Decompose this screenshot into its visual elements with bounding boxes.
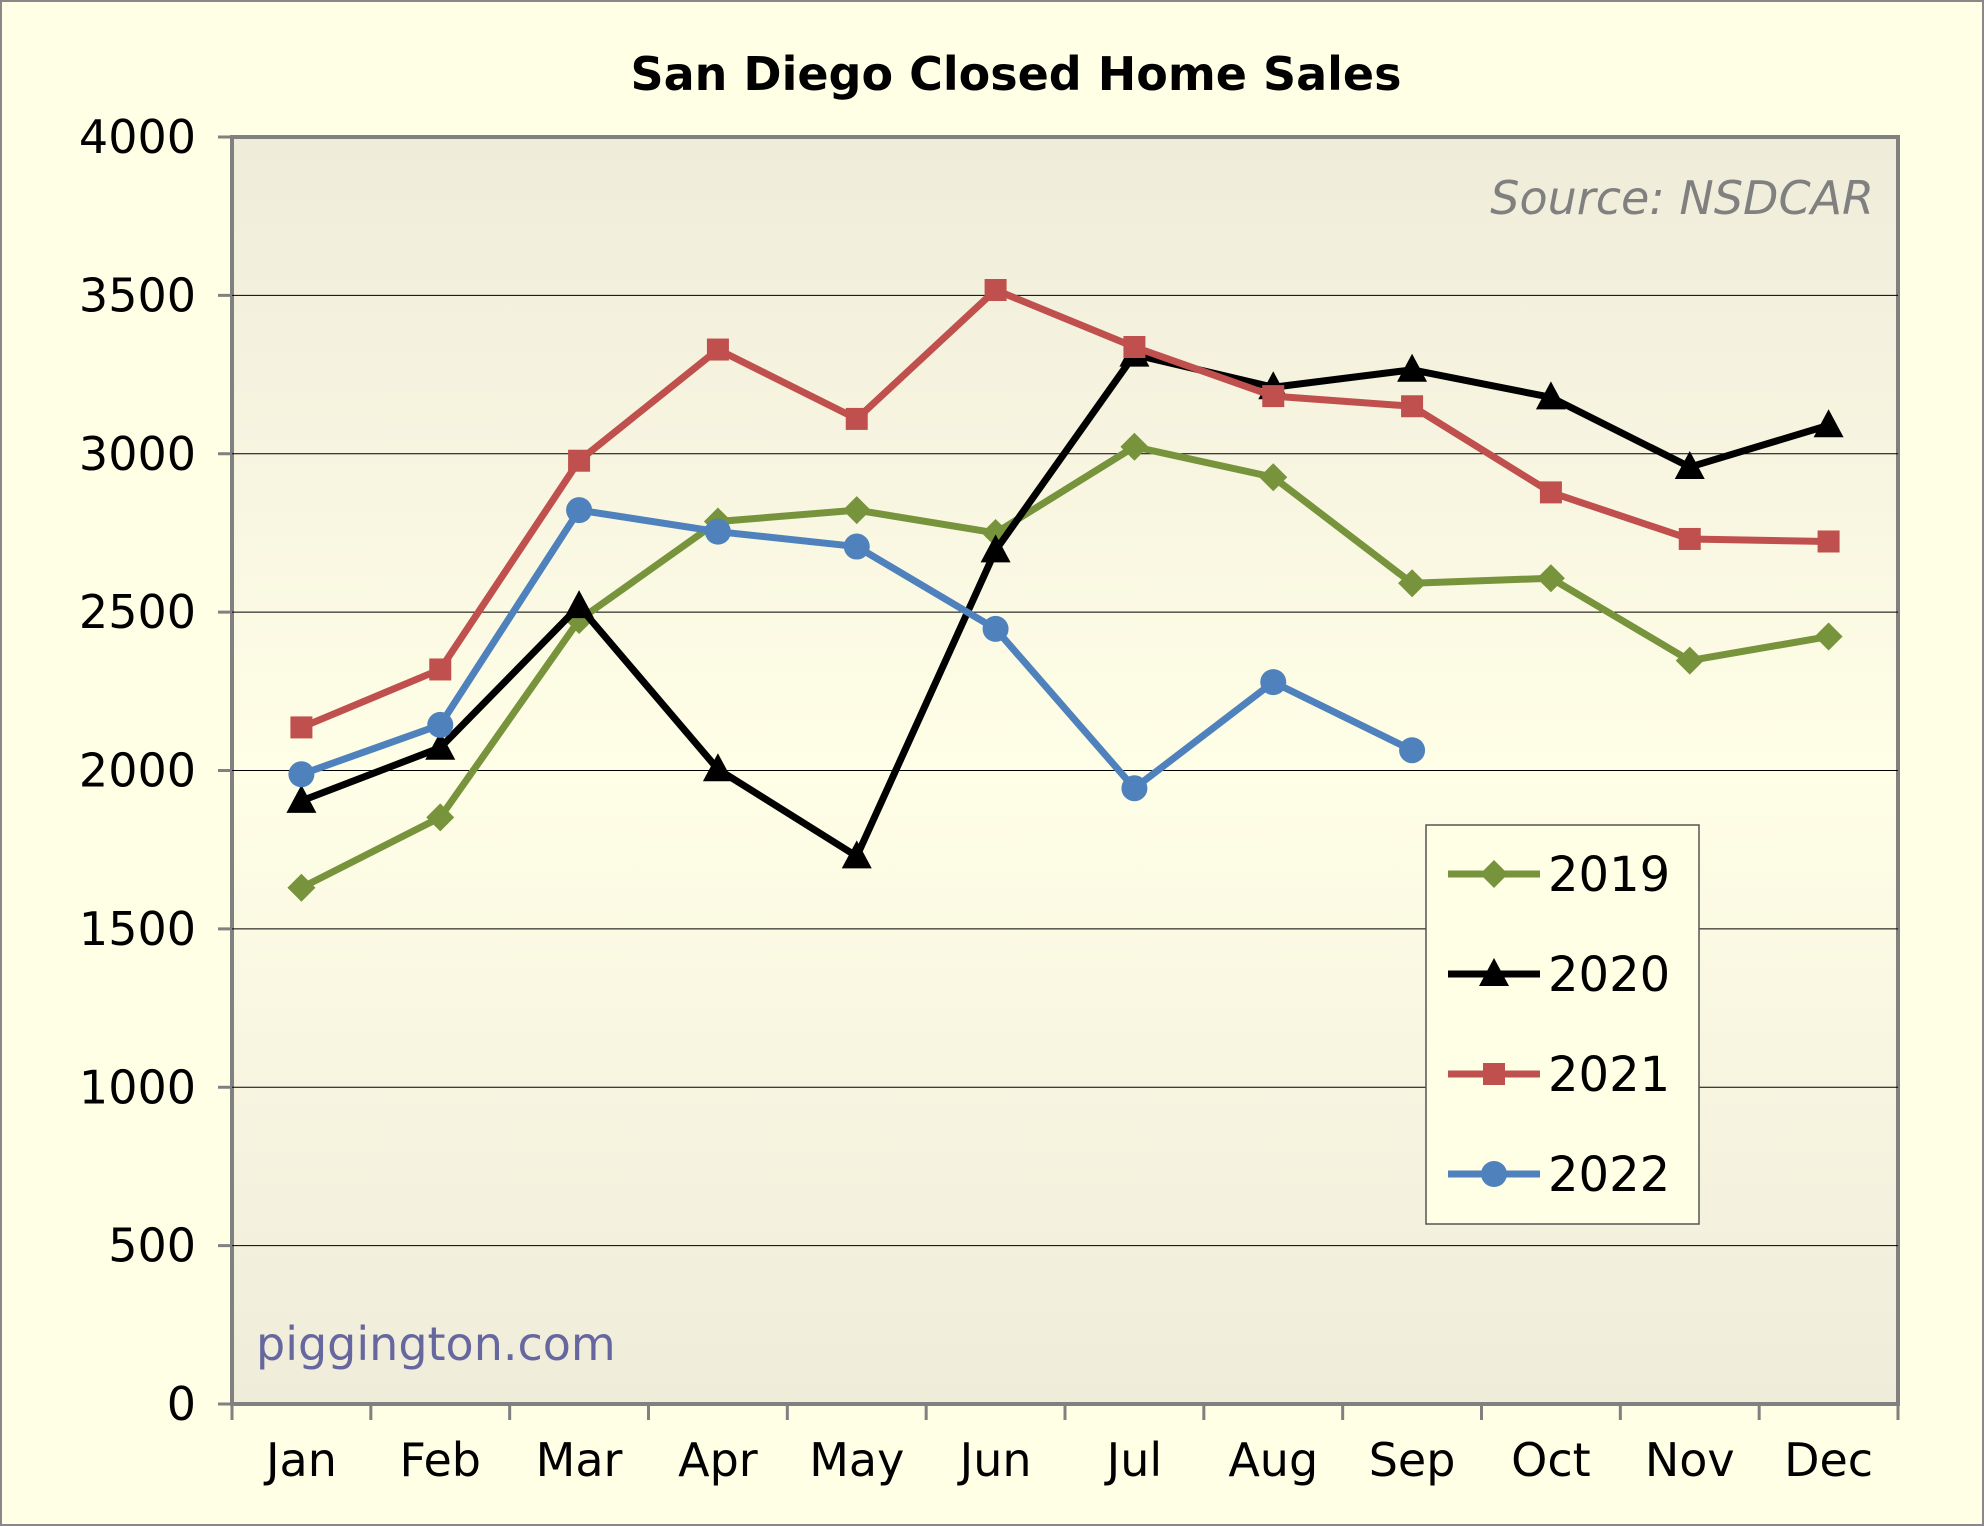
x-tick-label: Apr [678, 1433, 758, 1487]
x-tick-label: Feb [400, 1433, 481, 1487]
y-tick-label: 2000 [79, 744, 196, 798]
legend-box [1425, 824, 1700, 1225]
y-tick-label: 4000 [79, 110, 196, 164]
data-point-2021 [1123, 336, 1146, 359]
data-point-2021 [1817, 530, 1840, 553]
legend-marker [1479, 958, 1509, 986]
x-tick-label: Mar [536, 1433, 623, 1487]
axes: 0 500 1000 1500 2000 2500 3000 3500 4000 Jan Feb Ma… [79, 110, 1900, 1487]
legend: 2019 2020 2021 2022 [1425, 824, 1700, 1225]
data-point-2020 [564, 590, 595, 619]
data-point-2021 [1678, 527, 1701, 550]
y-tick-label: 3500 [79, 268, 196, 322]
x-tick-label: Dec [1784, 1433, 1873, 1487]
data-point-2021 [706, 338, 729, 361]
x-tick-label: Jul [1104, 1433, 1163, 1487]
legend-label: 2020 [1548, 947, 1670, 1003]
data-point-2020 [702, 753, 733, 782]
data-point-2022 [982, 615, 1009, 642]
data-point-2019 [426, 803, 455, 832]
data-point-2022 [566, 497, 593, 524]
data-point-2020 [980, 534, 1011, 563]
legend-marker [1483, 1063, 1505, 1085]
data-point-2019 [1675, 646, 1704, 675]
data-point-2020 [841, 840, 872, 869]
y-tick-label: 1500 [79, 902, 196, 956]
chart-title: San Diego Closed Home Sales [630, 47, 1401, 101]
y-tick-label: 2500 [79, 585, 196, 639]
y-tick-label: 0 [167, 1377, 196, 1431]
data-point-2021 [1401, 395, 1424, 418]
series-2020 [286, 338, 1844, 869]
data-point-2021 [845, 407, 868, 430]
y-tick-label: 3000 [79, 427, 196, 481]
data-point-2021 [984, 278, 1007, 301]
data-point-2022 [1399, 737, 1426, 764]
y-tick-label: 500 [108, 1219, 196, 1273]
x-tick-label: Sep [1369, 1433, 1456, 1487]
legend-label: 2022 [1548, 1147, 1670, 1203]
data-point-2019 [1814, 622, 1843, 651]
legend-item-2019: 2019 [1448, 847, 1670, 903]
legend-item-2022: 2022 [1448, 1147, 1670, 1203]
data-point-2022 [1260, 669, 1287, 696]
series-group [286, 278, 1844, 902]
legend-label: 2019 [1548, 847, 1670, 903]
x-tick-label: May [809, 1433, 904, 1487]
data-point-2021 [429, 658, 452, 681]
data-point-2022 [843, 533, 870, 560]
legend-item-2021: 2021 [1448, 1047, 1670, 1103]
data-point-2019 [1398, 569, 1427, 598]
data-point-2020 [286, 784, 317, 813]
data-point-2021 [1262, 385, 1285, 408]
series-2022 [288, 497, 1426, 802]
x-tick-label: Jan [263, 1433, 337, 1487]
series-line-2020 [300, 351, 1830, 860]
x-tick-label: Nov [1645, 1433, 1735, 1487]
legend-item-2020: 2020 [1448, 947, 1670, 1003]
data-point-2020 [1813, 409, 1844, 438]
data-point-2020 [1535, 381, 1566, 410]
data-point-2020 [425, 731, 456, 760]
series-2019 [287, 432, 1843, 902]
series-line-2021 [300, 286, 1829, 731]
x-tick-label: Aug [1228, 1433, 1318, 1487]
data-point-2019 [1120, 432, 1149, 461]
legend-marker [1480, 860, 1508, 888]
x-tick-label: Jun [957, 1433, 1032, 1487]
x-tick-label: Oct [1511, 1433, 1591, 1487]
series-line-2019 [299, 443, 1830, 891]
data-point-2021 [1539, 481, 1562, 504]
data-point-2019 [287, 873, 316, 902]
y-tick-label: 1000 [79, 1060, 196, 1114]
data-point-2022 [704, 518, 731, 545]
data-point-2020 [1397, 353, 1428, 382]
data-point-2019 [1536, 564, 1565, 593]
data-point-2022 [288, 761, 315, 788]
watermark: piggington.com [256, 1317, 616, 1371]
data-point-2019 [1259, 463, 1288, 492]
legend-label: 2021 [1548, 1047, 1670, 1103]
legend-marker [1481, 1161, 1507, 1187]
data-point-2021 [568, 449, 591, 472]
data-point-2022 [1121, 775, 1148, 802]
source-annotation: Source: NSDCAR [1490, 171, 1874, 225]
data-point-2022 [427, 711, 454, 738]
data-point-2020 [1674, 451, 1705, 480]
data-point-2019 [842, 496, 871, 525]
data-point-2021 [290, 716, 313, 739]
series-2021 [290, 278, 1840, 739]
